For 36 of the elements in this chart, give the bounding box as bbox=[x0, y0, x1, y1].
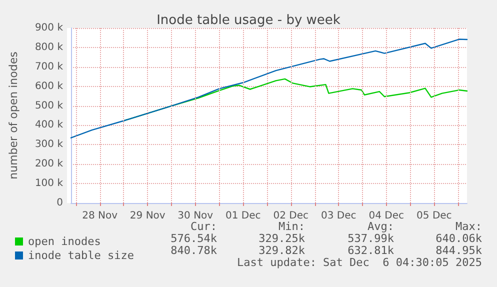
text: 329.82k bbox=[258, 244, 306, 257]
legend-label: open inodes bbox=[28, 235, 101, 248]
x-tick-label: 03 Dec bbox=[321, 210, 356, 222]
y-tick-label: 0 bbox=[56, 198, 63, 208]
x-tick-label: 30 Nov bbox=[178, 210, 214, 222]
text: Min: bbox=[278, 220, 306, 233]
x-tick-label: 01 Dec bbox=[226, 210, 261, 222]
y-tick-label: 700 k bbox=[34, 61, 64, 72]
y-tick-label: 900 k bbox=[34, 22, 64, 34]
line-series bbox=[70, 38, 468, 138]
text: Max: bbox=[456, 220, 482, 233]
text: 840.78k bbox=[170, 244, 218, 257]
y-tick-label: 300 k bbox=[34, 139, 64, 150]
x-tick-label: 28 Nov bbox=[82, 210, 118, 222]
text: 576.54k bbox=[170, 232, 218, 245]
x-tick-label: 04 Dec bbox=[368, 210, 404, 222]
text: 329.25k bbox=[258, 232, 306, 245]
x-tick-label: 05 Dec bbox=[416, 210, 452, 222]
text: 844.95k bbox=[436, 244, 482, 257]
text: Last update: Sat Dec 6 04:30:05 2025 bbox=[236, 256, 482, 269]
text: Avg: bbox=[368, 220, 394, 233]
text: 537.99k bbox=[348, 232, 394, 245]
text: 640.06k bbox=[436, 232, 482, 245]
y-tick-label: 200 k bbox=[34, 158, 64, 170]
y-tick-label: 500 k bbox=[34, 100, 64, 112]
chart-title: Inode table usage - by week bbox=[156, 13, 341, 28]
y-tick-label: 600 k bbox=[34, 80, 64, 92]
y-tick-label: 400 k bbox=[34, 120, 64, 131]
text: 632.81k bbox=[348, 244, 394, 257]
x-tick-label: 29 Nov bbox=[130, 210, 166, 222]
y-axis-title: number of open inodes bbox=[7, 51, 20, 180]
y-tick-label: 100 k bbox=[34, 178, 64, 190]
legend-label: inode table size bbox=[28, 249, 134, 262]
text: Cur: bbox=[190, 220, 218, 233]
y-tick-label: 800 k bbox=[34, 42, 64, 53]
x-tick-label: 02 Dec bbox=[273, 210, 309, 222]
